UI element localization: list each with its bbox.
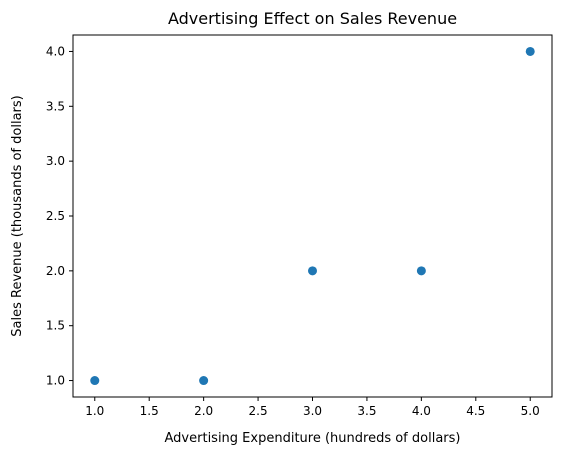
y-tick-label: 3.0 bbox=[46, 154, 65, 168]
x-tick-label: 2.5 bbox=[249, 404, 268, 418]
plot-area-frame bbox=[72, 34, 553, 398]
y-tick-label: 2.0 bbox=[46, 264, 65, 278]
data-point bbox=[199, 376, 209, 386]
x-tick-label: 1.0 bbox=[85, 404, 104, 418]
y-tick-label: 1.5 bbox=[46, 319, 65, 333]
y-tick-label: 3.5 bbox=[46, 99, 65, 113]
x-tick-label: 1.5 bbox=[140, 404, 159, 418]
x-axis-label: Advertising Expenditure (hundreds of dol… bbox=[165, 431, 461, 446]
x-tick-label: 4.0 bbox=[412, 404, 431, 418]
data-points bbox=[90, 46, 535, 386]
y-axis-ticks: 1.0 1.5 2.0 2.5 3.0 3.5 4.0 bbox=[46, 44, 73, 388]
y-tick-label: 1.0 bbox=[46, 374, 65, 388]
x-tick-label: 4.5 bbox=[466, 404, 485, 418]
data-point bbox=[308, 266, 317, 276]
y-tick-label: 4.0 bbox=[46, 44, 65, 58]
y-tick-label: 2.5 bbox=[46, 209, 65, 223]
data-point bbox=[525, 46, 535, 56]
x-tick-label: 2.0 bbox=[194, 404, 213, 418]
y-axis-label: Sales Revenue (thousands of dollars) bbox=[10, 95, 25, 336]
x-tick-label: 3.5 bbox=[357, 404, 376, 418]
x-tick-label: 3.0 bbox=[303, 404, 322, 418]
x-axis-ticks: 1.0 1.5 2.0 2.5 3.0 3.5 4.0 4.5 5.0 bbox=[85, 397, 540, 418]
chart-title: Advertising Effect on Sales Revenue bbox=[168, 9, 457, 28]
data-point bbox=[416, 266, 426, 276]
data-point bbox=[90, 376, 100, 386]
x-tick-label: 5.0 bbox=[521, 404, 540, 418]
